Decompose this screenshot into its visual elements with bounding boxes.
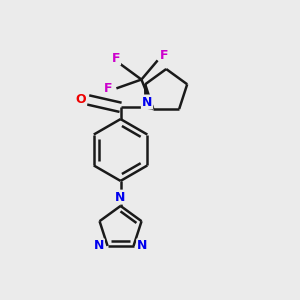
Text: N: N (137, 239, 148, 252)
Text: F: F (160, 50, 168, 62)
Text: N: N (116, 190, 126, 204)
Text: O: O (76, 93, 86, 106)
Text: F: F (104, 82, 112, 95)
Text: F: F (112, 52, 120, 64)
Text: N: N (142, 95, 152, 109)
Text: N: N (94, 239, 104, 252)
